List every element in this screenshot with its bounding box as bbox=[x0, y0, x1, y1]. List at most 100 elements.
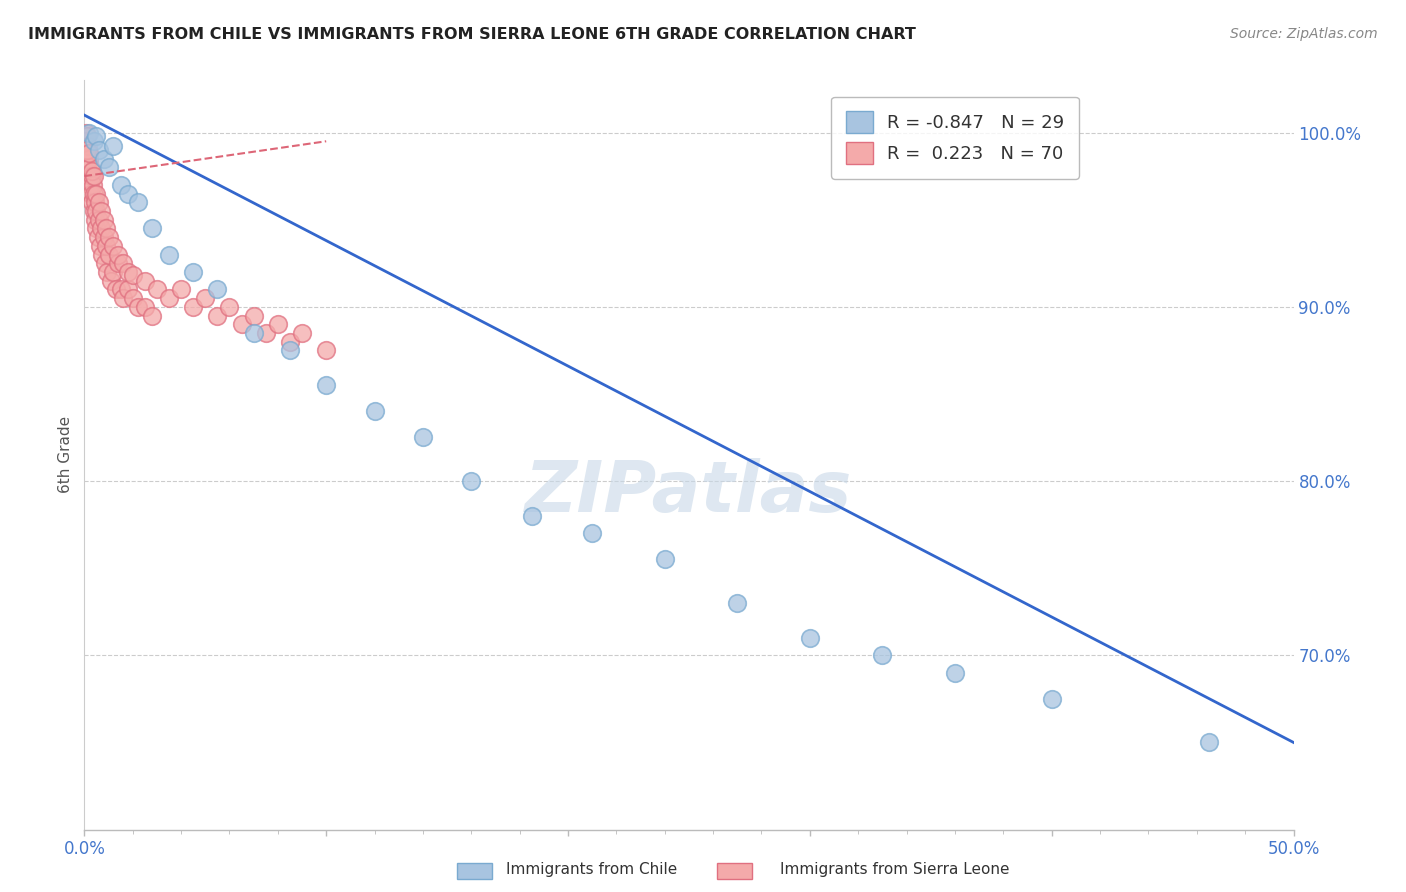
Point bbox=[75, 126, 97, 140]
Point bbox=[315, 378, 337, 392]
Point bbox=[82, 195, 104, 210]
Point bbox=[86, 129, 108, 144]
Legend: R = -0.847   N = 29, R =  0.223   N = 70: R = -0.847 N = 29, R = 0.223 N = 70 bbox=[831, 97, 1078, 178]
Point bbox=[83, 212, 105, 227]
Point bbox=[107, 247, 129, 261]
Point bbox=[97, 230, 120, 244]
Point bbox=[86, 230, 108, 244]
Point bbox=[104, 282, 127, 296]
Point bbox=[83, 169, 105, 183]
Point bbox=[134, 274, 156, 288]
Point bbox=[82, 178, 104, 192]
Point bbox=[146, 282, 169, 296]
Point bbox=[86, 186, 108, 201]
Point bbox=[412, 430, 434, 444]
Point bbox=[77, 139, 100, 153]
Point bbox=[76, 143, 98, 157]
Text: Immigrants from Sierra Leone: Immigrants from Sierra Leone bbox=[780, 863, 1010, 877]
Point bbox=[581, 526, 603, 541]
Point bbox=[89, 239, 111, 253]
Point bbox=[315, 343, 337, 358]
Point bbox=[291, 326, 314, 340]
Point bbox=[170, 282, 193, 296]
Point bbox=[76, 161, 98, 175]
Point bbox=[75, 134, 97, 148]
Point bbox=[725, 596, 748, 610]
Point bbox=[278, 343, 301, 358]
Point bbox=[90, 221, 112, 235]
Point bbox=[267, 317, 290, 331]
Point bbox=[117, 282, 139, 296]
Point bbox=[100, 274, 122, 288]
Y-axis label: 6th Grade: 6th Grade bbox=[58, 417, 73, 493]
Point bbox=[80, 186, 103, 201]
Point bbox=[117, 186, 139, 201]
Point bbox=[80, 164, 103, 178]
Point bbox=[103, 265, 125, 279]
Point bbox=[90, 204, 112, 219]
Point bbox=[83, 134, 105, 148]
Point bbox=[121, 268, 143, 283]
Point bbox=[77, 146, 100, 161]
Point bbox=[218, 300, 240, 314]
Point bbox=[127, 195, 149, 210]
Point bbox=[194, 291, 217, 305]
Point bbox=[76, 129, 98, 144]
Point bbox=[79, 178, 101, 192]
Point bbox=[83, 186, 105, 201]
Point bbox=[460, 474, 482, 488]
Text: Immigrants from Chile: Immigrants from Chile bbox=[506, 863, 678, 877]
Point bbox=[83, 204, 105, 219]
Point bbox=[94, 256, 117, 270]
Point bbox=[93, 152, 115, 166]
Point bbox=[181, 265, 204, 279]
Point bbox=[121, 291, 143, 305]
Point bbox=[242, 326, 264, 340]
Point bbox=[117, 265, 139, 279]
Point bbox=[107, 256, 129, 270]
Point bbox=[141, 221, 163, 235]
Point bbox=[91, 247, 114, 261]
Point bbox=[254, 326, 277, 340]
Point bbox=[77, 126, 100, 140]
Text: Source: ZipAtlas.com: Source: ZipAtlas.com bbox=[1230, 27, 1378, 41]
Point bbox=[112, 291, 135, 305]
Point bbox=[363, 404, 385, 418]
Point bbox=[110, 282, 132, 296]
Point bbox=[242, 309, 264, 323]
Point bbox=[1198, 735, 1220, 749]
Point bbox=[207, 309, 229, 323]
Point bbox=[654, 552, 676, 566]
Point bbox=[86, 204, 108, 219]
Point bbox=[103, 139, 125, 153]
Point bbox=[799, 631, 821, 645]
Point bbox=[84, 221, 107, 235]
Point bbox=[103, 239, 125, 253]
Point bbox=[77, 169, 100, 183]
Point bbox=[87, 195, 110, 210]
Point bbox=[93, 212, 115, 227]
Point bbox=[80, 169, 103, 183]
Point bbox=[97, 247, 120, 261]
Point bbox=[87, 212, 110, 227]
Point bbox=[872, 648, 894, 663]
Point bbox=[94, 221, 117, 235]
Point bbox=[943, 665, 966, 680]
Point bbox=[112, 256, 135, 270]
Point bbox=[231, 317, 253, 331]
Text: IMMIGRANTS FROM CHILE VS IMMIGRANTS FROM SIERRA LEONE 6TH GRADE CORRELATION CHAR: IMMIGRANTS FROM CHILE VS IMMIGRANTS FROM… bbox=[28, 27, 915, 42]
Point bbox=[84, 195, 107, 210]
Point bbox=[77, 152, 100, 166]
Point bbox=[127, 300, 149, 314]
Point bbox=[278, 334, 301, 349]
Text: ZIPatlas: ZIPatlas bbox=[526, 458, 852, 527]
Point bbox=[134, 300, 156, 314]
Point bbox=[157, 291, 180, 305]
Point bbox=[97, 161, 120, 175]
Point bbox=[520, 508, 543, 523]
Point bbox=[87, 143, 110, 157]
Point bbox=[141, 309, 163, 323]
Point bbox=[181, 300, 204, 314]
Point bbox=[79, 161, 101, 175]
Point bbox=[94, 239, 117, 253]
